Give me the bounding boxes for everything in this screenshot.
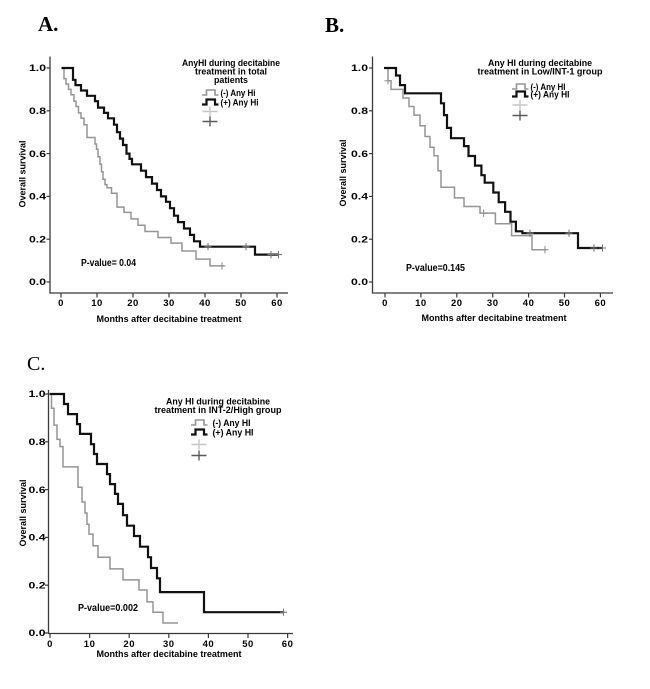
svg-text:0.0: 0.0 [351, 277, 368, 288]
svg-text:P-value=0.002: P-value=0.002 [78, 603, 138, 614]
svg-text:0: 0 [47, 639, 53, 650]
svg-text:Any HI during decitabine: Any HI during decitabine [166, 397, 270, 407]
svg-text:patients: patients [214, 75, 248, 85]
svg-text:50: 50 [235, 298, 247, 309]
svg-text:50: 50 [559, 298, 571, 309]
svg-text:0: 0 [382, 298, 388, 309]
svg-text:20: 20 [451, 298, 463, 309]
svg-text:treatment in Low/INT-1 group: treatment in Low/INT-1 group [478, 67, 603, 77]
svg-text:40: 40 [203, 639, 215, 650]
svg-text:P-value=0.145: P-value=0.145 [406, 263, 465, 274]
svg-text:Any HI during decitabine: Any HI during decitabine [488, 58, 592, 68]
svg-text:0.8: 0.8 [29, 437, 46, 448]
svg-text:Overall survival: Overall survival [18, 480, 29, 547]
svg-text:(-) Any HI: (-) Any HI [531, 82, 566, 92]
svg-text:0.8: 0.8 [29, 106, 46, 117]
svg-text:60: 60 [271, 298, 283, 309]
svg-text:B.: B. [325, 13, 344, 37]
svg-text:40: 40 [523, 298, 535, 309]
svg-text:P-value= 0.04: P-value= 0.04 [81, 258, 136, 269]
svg-text:(-) Any Hi: (-) Any Hi [221, 88, 256, 98]
svg-text:0.8: 0.8 [351, 106, 368, 117]
svg-text:0.0: 0.0 [29, 628, 46, 639]
svg-text:A.: A. [38, 12, 58, 36]
svg-text:Overall survival: Overall survival [18, 141, 29, 208]
svg-text:0.4: 0.4 [29, 533, 47, 544]
svg-text:0.0: 0.0 [29, 277, 46, 288]
svg-text:30: 30 [163, 639, 175, 650]
svg-text:(+) Any HI: (+) Any HI [531, 90, 570, 100]
svg-text:60: 60 [282, 639, 294, 650]
svg-text:10: 10 [415, 298, 427, 309]
svg-text:0.6: 0.6 [29, 485, 46, 496]
svg-text:0.6: 0.6 [351, 149, 368, 160]
svg-text:40: 40 [199, 298, 211, 309]
svg-text:(+) Any HI: (+) Any HI [213, 428, 254, 438]
svg-text:0.2: 0.2 [29, 580, 46, 591]
svg-text:20: 20 [123, 639, 135, 650]
svg-text:1.0: 1.0 [351, 63, 368, 74]
svg-text:0.4: 0.4 [351, 192, 369, 203]
svg-text:30: 30 [163, 298, 175, 309]
svg-text:C.: C. [27, 353, 45, 375]
svg-text:10: 10 [91, 298, 103, 309]
svg-text:Months after decitabine treatm: Months after decitabine treatment [97, 314, 243, 325]
svg-text:0.2: 0.2 [29, 234, 46, 245]
svg-text:0: 0 [58, 298, 64, 309]
svg-text:Overall survival: Overall survival [338, 140, 349, 207]
svg-text:AnyHI during decitabine: AnyHI during decitabine [182, 58, 280, 68]
svg-text:(+) Any Hi: (+) Any Hi [221, 98, 259, 108]
svg-text:treatment in total: treatment in total [195, 67, 267, 77]
svg-text:treatment in INT-2/High group: treatment in INT-2/High group [155, 405, 282, 415]
svg-text:1.0: 1.0 [29, 389, 46, 400]
svg-text:10: 10 [84, 639, 96, 650]
svg-text:0.2: 0.2 [351, 234, 368, 245]
svg-text:Months after decitabine treatm: Months after decitabine treatment [97, 649, 243, 660]
svg-text:0.4: 0.4 [29, 192, 47, 203]
svg-text:0.6: 0.6 [29, 149, 46, 160]
svg-text:1.0: 1.0 [29, 63, 46, 74]
svg-text:Months after decitabine treatm: Months after decitabine treatment [422, 313, 568, 324]
svg-text:20: 20 [127, 298, 139, 309]
svg-text:50: 50 [242, 639, 254, 650]
svg-text:(-) Any HI: (-) Any HI [213, 418, 251, 428]
svg-text:60: 60 [595, 298, 607, 309]
svg-text:30: 30 [487, 298, 499, 309]
